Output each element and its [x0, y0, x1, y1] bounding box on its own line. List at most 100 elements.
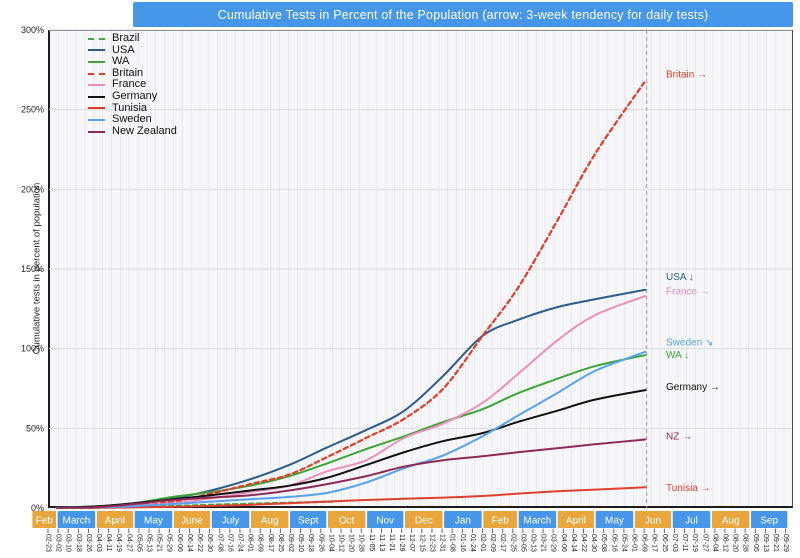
legend-item-germany: Germany: [88, 89, 177, 103]
legend-swatch-usa: [88, 49, 105, 52]
series-line-sweden: [55, 350, 647, 509]
series-line-britain: [55, 81, 646, 509]
x-tick-label-06-06: 06-06: [176, 534, 183, 552]
y-tick-0%: 0%: [31, 503, 44, 513]
annotation-germany: Germany →: [666, 382, 720, 393]
x-tick-label-03-21: 03-21: [540, 534, 547, 552]
x-tick-label-06-30: 06-30: [206, 534, 213, 552]
month-box-oct-8: [327, 511, 366, 528]
x-tick-label-08-04: 08-04: [711, 534, 718, 552]
legend-label-brazil: Brazil: [112, 32, 140, 44]
legend-swatch-sweden: [88, 118, 105, 121]
month-label-feb-0: Feb: [36, 516, 54, 527]
x-tick-label-07-11: 07-11: [681, 534, 688, 551]
y-tick-200%: 200%: [21, 184, 44, 194]
x-tick-label-01-08: 01-08: [449, 534, 456, 552]
x-tick-label-08-28: 08-28: [742, 534, 749, 552]
legend-item-britain: Britain: [88, 66, 177, 80]
annotation-wa: WA ↓: [666, 350, 689, 361]
x-tick-label-09-18: 09-18: [307, 534, 314, 552]
x-tick-label-09-10: 09-10: [297, 534, 304, 552]
x-tick-label-11-13: 11-13: [378, 534, 385, 551]
x-tick-label-03-18: 03-18: [75, 534, 82, 552]
x-tick-label-03-10: 03-10: [65, 534, 72, 552]
y-tick-250%: 250%: [21, 105, 44, 115]
month-label-nov-9: Nov: [376, 516, 394, 527]
legend-swatch-britain: [88, 72, 105, 75]
x-tick-label-02-23: 02-23: [45, 534, 52, 552]
month-box-dec-10: [404, 511, 443, 528]
month-label-may-3: May: [144, 516, 163, 527]
legend-label-france: France: [112, 78, 147, 91]
x-tick-label-01-24: 01-24: [469, 534, 476, 552]
x-tick-label-10-28: 10-28: [358, 534, 365, 552]
legend-label-usa: USA: [112, 43, 135, 56]
month-label-dec-10: Dec: [415, 516, 433, 527]
x-tick-label-07-24: 07-24: [236, 534, 243, 552]
x-tick-label-12-07: 12-07: [408, 534, 415, 552]
x-tick-label-06-25: 06-25: [661, 534, 668, 552]
month-box-april-14: [557, 511, 595, 528]
legend-item-new-zealand: New Zealand: [88, 125, 177, 138]
annotation-britain: Britain →: [666, 70, 707, 81]
x-tick-label-04-30: 04-30: [590, 534, 597, 552]
month-label-jun-16: Jun: [645, 516, 661, 527]
x-tick-label-08-20: 08-20: [732, 534, 739, 552]
x-tick-label-04-19: 04-19: [115, 534, 122, 552]
month-box-may-15: [595, 511, 634, 528]
legend-label-britain: Britain: [112, 66, 144, 79]
legend-swatch-wa: [88, 60, 105, 63]
x-tick-label-06-09: 06-09: [641, 534, 648, 552]
month-box-feb-0: [32, 511, 57, 528]
x-tick-label-02-01: 02-01: [479, 534, 486, 552]
month-box-feb-12: [483, 511, 518, 528]
series-line-usa: [55, 288, 647, 509]
month-box-jul-17: [672, 511, 711, 528]
month-label-april-14: April: [566, 516, 586, 527]
x-tick-label-07-27: 07-27: [701, 534, 708, 552]
legend-swatch-tunisia: [88, 107, 105, 110]
x-tick-label-12-23: 12-23: [428, 534, 435, 552]
x-tick-label-08-01: 08-01: [247, 534, 254, 552]
month-box-march-13: [518, 511, 557, 528]
legend-label-wa: WA: [112, 55, 130, 68]
month-box-nov-9: [367, 511, 404, 528]
x-tick-label-03-29: 03-29: [550, 534, 557, 552]
month-label-july-5: July: [222, 516, 240, 527]
chart-title: Cumulative Tests in Percent of the Popul…: [217, 7, 709, 22]
month-box-april-2: [96, 511, 134, 528]
x-tick-label-09-13: 09-13: [762, 534, 769, 552]
x-tick-label-07-19: 07-19: [691, 534, 698, 552]
x-tick-label-04-03: 04-03: [95, 534, 102, 552]
month-label-jul-17: Jul: [685, 516, 698, 527]
x-tick-label-02-09: 02-09: [489, 534, 496, 552]
legend-item-tunisia: Tunisia: [88, 102, 177, 115]
y-tick-50%: 50%: [26, 423, 44, 433]
x-tick-label-10-20: 10-20: [348, 534, 355, 552]
x-tick-label-05-29: 05-29: [166, 534, 173, 552]
legend-swatch-germany: [88, 95, 105, 98]
x-tick-label-08-12: 08-12: [721, 534, 728, 552]
x-tick-label-04-14: 04-14: [570, 534, 577, 552]
x-tick-label-03-02: 03-02: [55, 534, 62, 552]
x-tick-label-09-05: 09-05: [752, 534, 759, 552]
month-box-aug-6: [250, 511, 289, 528]
legend-item-sweden: Sweden: [88, 114, 177, 126]
x-tick-label-11-29: 11-29: [398, 534, 405, 551]
x-tick-label-02-25: 02-25: [509, 534, 516, 552]
annotation-sweden: Sweden ↘: [666, 337, 713, 348]
x-tick-label-05-16: 05-16: [610, 534, 617, 552]
legend-label-germany: Germany: [112, 89, 158, 102]
x-tick-label-09-21: 09-21: [772, 534, 779, 552]
x-tick-label-10-04: 10-04: [327, 534, 334, 552]
x-tick-label-08-25: 08-25: [277, 534, 284, 552]
month-box-may-3: [134, 511, 173, 528]
x-tick-label-06-22: 06-22: [196, 534, 203, 552]
month-label-sep-19: Sep: [760, 516, 778, 527]
month-box-sept-7: [290, 511, 327, 528]
x-tick-label-05-08: 05-08: [600, 534, 607, 552]
legend-item-brazil: Brazil: [88, 32, 177, 45]
x-tick-label-05-05: 05-05: [135, 534, 142, 552]
x-tick-label-06-17: 06-17: [651, 534, 658, 552]
legend-swatch-brazil: [88, 37, 105, 40]
